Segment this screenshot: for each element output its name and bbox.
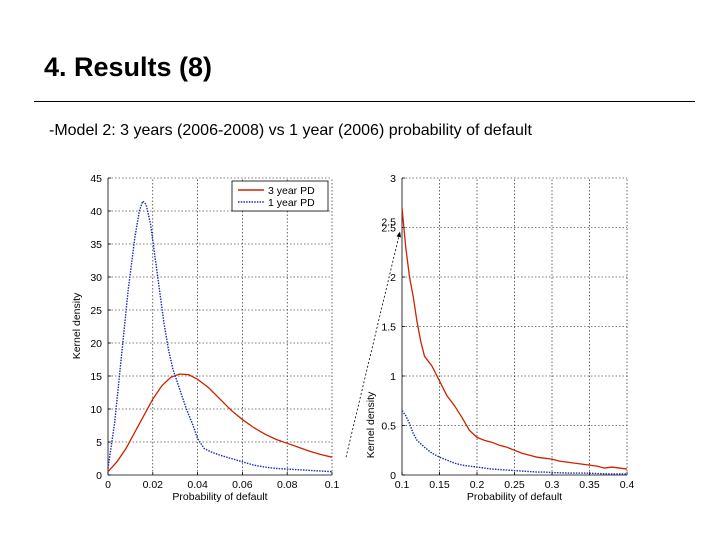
- y-tick-label: 25: [90, 305, 102, 317]
- x-axis-label: Probability of default: [467, 491, 562, 503]
- x-tick-label: 0: [105, 479, 111, 491]
- y-tick-label: 2.5: [381, 223, 396, 235]
- series-1-year-pd-line: [401, 410, 627, 475]
- x-tick-label: 0.06: [232, 479, 253, 491]
- chart-right-panel: 0.1 0.15 0.2 0.25 0.3 0.35 0.4 0 0.5 1 1.5 2 2.5 3 Pro…: [365, 173, 634, 503]
- series-3-year-pd-line: [107, 373, 333, 473]
- y-tick-label: 40: [90, 206, 102, 218]
- y-tick-label: 2: [390, 272, 396, 284]
- y-tick-label: 20: [90, 338, 102, 350]
- y-axis-label: Kernel density: [71, 292, 83, 359]
- y-tick-label: 0: [96, 470, 102, 482]
- x-tick-label: 0.08: [277, 479, 298, 491]
- y-tick-label: 0.5: [381, 421, 396, 433]
- x-tick-label: 0.02: [143, 479, 164, 491]
- legend: 3 year PD1 year PD: [231, 180, 329, 212]
- connector-line: [345, 231, 401, 458]
- x-tick-label: 0.15: [429, 479, 450, 491]
- series-3-year-pd-line: [401, 207, 628, 470]
- chart-left-panel: 0 0.02 0.04 0.06 0.08 0.1 0 5 10 15 20 25 30 35 40 45 Pr…: [71, 173, 339, 503]
- legend-entry: 1 year PD: [268, 197, 315, 209]
- x-tick-label: 0.3: [545, 479, 560, 491]
- x-axis-label: Probability of default: [172, 491, 267, 503]
- legend-entry: 3 year PD: [268, 185, 315, 197]
- y-tick-label: 10: [90, 404, 102, 416]
- y-tick-label: 30: [90, 272, 102, 284]
- y-tick-label: 15: [90, 371, 102, 383]
- x-tick-label: 0.2: [470, 479, 485, 491]
- series-1-year-pd-line: [107, 199, 333, 473]
- x-tick-label: 0.04: [187, 479, 208, 491]
- y-tick-label: 45: [90, 173, 102, 185]
- y-axis-label: Kernel density: [365, 391, 377, 458]
- x-tick-label: 0.35: [579, 479, 600, 491]
- x-tick-label: 0.1: [395, 479, 410, 491]
- annotation-label: 2.5: [381, 217, 396, 229]
- legend-box: [231, 180, 329, 212]
- x-tick-label: 0.4: [620, 479, 635, 491]
- y-tick-label: 1.5: [381, 322, 396, 334]
- y-tick-label: 3: [390, 173, 396, 185]
- zoom-connector: [345, 231, 401, 458]
- x-tick-label: 0.1: [325, 479, 340, 491]
- y-tick-label: 0: [390, 470, 396, 482]
- slide-title: 4. Results (8): [44, 52, 213, 82]
- y-tick-label: 35: [90, 239, 102, 251]
- title-rule: [34, 101, 695, 102]
- y-tick-label: 5: [96, 437, 102, 449]
- connector-arrowhead: [396, 231, 401, 238]
- y-tick-label: 1: [390, 371, 396, 383]
- slide-subtitle: -Model 2: 3 years (2006-2008) vs 1 year …: [49, 122, 532, 139]
- x-tick-label: 0.25: [504, 479, 525, 491]
